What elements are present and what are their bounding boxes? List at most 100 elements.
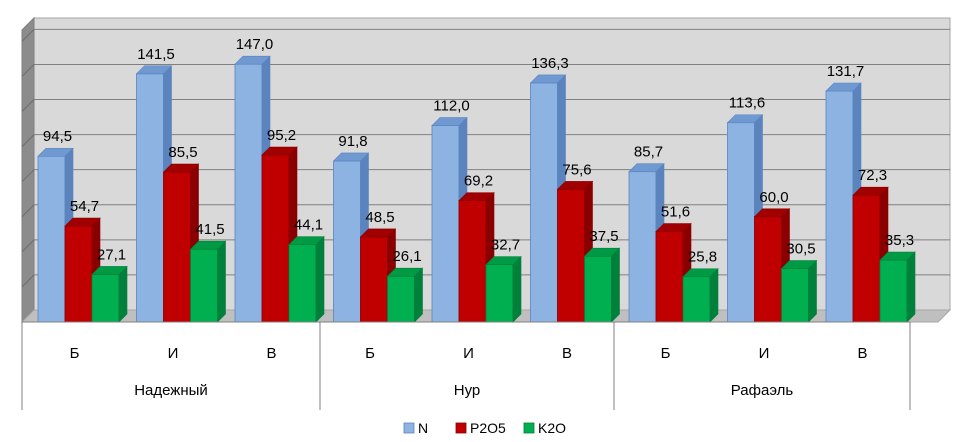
bar-top xyxy=(852,186,889,196)
bar-top xyxy=(91,266,128,275)
bar xyxy=(780,259,818,323)
bar-side xyxy=(315,235,325,323)
data-label: 30,5 xyxy=(786,241,815,258)
data-label: 91,8 xyxy=(338,133,367,150)
data-label: 147,0 xyxy=(236,36,274,53)
bar-front xyxy=(781,268,809,323)
bar-side xyxy=(118,265,128,323)
legend-swatch xyxy=(455,422,467,434)
bar-front xyxy=(754,216,782,323)
category-axis: Б И В Надежный Б И В Нур Б И В Рафаэль xyxy=(21,321,911,410)
category-label: Б xyxy=(661,345,671,362)
bar-top xyxy=(261,146,298,156)
bar-front xyxy=(333,160,361,323)
bar-front xyxy=(628,171,657,323)
bar-top xyxy=(288,236,325,245)
data-label: 35,3 xyxy=(885,232,914,249)
data-label: 25,8 xyxy=(688,249,717,266)
legend: N P2O5 K2O xyxy=(403,420,566,436)
bar-top xyxy=(655,223,692,232)
bar xyxy=(288,235,325,323)
gridline-side xyxy=(21,239,35,253)
bar-top xyxy=(726,114,764,124)
data-label: 26,1 xyxy=(392,248,421,265)
bar-side xyxy=(611,247,620,323)
bar-front xyxy=(485,264,514,323)
bar-top xyxy=(332,152,370,162)
bar-top xyxy=(458,192,495,201)
bar-side xyxy=(808,259,817,323)
bar-front xyxy=(530,82,558,323)
bar-front xyxy=(234,63,263,323)
bar-top xyxy=(386,267,424,277)
legend-swatch xyxy=(403,422,415,434)
gridline-side xyxy=(21,134,35,147)
bar-front xyxy=(64,225,93,323)
data-label: 54,7 xyxy=(70,198,99,215)
data-label: 75,6 xyxy=(562,161,591,178)
bar-front xyxy=(387,275,415,323)
bar-front xyxy=(37,155,66,323)
gridline-side xyxy=(21,274,35,288)
data-label: 95,2 xyxy=(267,127,296,144)
bar-top xyxy=(135,65,173,75)
category-label: Б xyxy=(70,345,80,362)
bar-side xyxy=(217,240,226,323)
bar xyxy=(879,251,916,323)
bar-top xyxy=(189,240,227,250)
data-label: 60,0 xyxy=(759,189,788,206)
data-label: 141,5 xyxy=(137,46,175,63)
bar xyxy=(386,267,424,323)
bar-front xyxy=(190,248,218,323)
bar-top xyxy=(583,247,621,257)
bar-top xyxy=(682,268,719,278)
bar-top xyxy=(162,163,200,173)
bar-top xyxy=(780,260,818,269)
legend-label: P2O5 xyxy=(470,420,506,436)
bar xyxy=(529,74,567,323)
data-labels: 94,5 54,7 27,1 141,5 85,5 41,5 147,0 95,2 44,1 91… xyxy=(43,36,914,266)
data-label: 113,6 xyxy=(729,95,765,112)
data-label: 85,7 xyxy=(634,144,663,161)
bar-front xyxy=(288,244,317,323)
legend-label: K2O xyxy=(538,420,566,436)
data-label: 85,5 xyxy=(168,144,197,161)
category-label: И xyxy=(168,345,179,362)
gridline-side xyxy=(21,64,35,77)
data-label: 131,7 xyxy=(827,63,865,80)
bar xyxy=(485,255,522,323)
bar xyxy=(583,247,621,323)
bar-top xyxy=(825,82,862,92)
data-label: 27,1 xyxy=(97,246,126,263)
data-label: 94,5 xyxy=(43,128,72,145)
bars xyxy=(37,55,916,323)
gridline-side xyxy=(21,29,35,42)
bar-side xyxy=(512,255,522,323)
category-label: И xyxy=(463,345,474,362)
data-label: 37,5 xyxy=(589,228,618,245)
bar xyxy=(682,268,719,323)
group-label: Нур xyxy=(454,382,481,399)
bar-top xyxy=(628,163,665,172)
data-label: 51,6 xyxy=(661,203,690,220)
category-label: В xyxy=(266,345,276,362)
data-label: 136,3 xyxy=(531,55,569,72)
bar-top xyxy=(485,256,522,265)
legend-swatch xyxy=(523,422,535,434)
bar-front xyxy=(852,194,881,323)
group-label: Рафаэль xyxy=(731,382,794,399)
bar-top xyxy=(431,117,468,126)
category-label: Б xyxy=(365,345,375,362)
data-label: 41,5 xyxy=(195,221,224,238)
data-label: 32,7 xyxy=(491,237,520,254)
bar-front xyxy=(682,276,711,323)
bar-side xyxy=(709,268,719,323)
bar-top xyxy=(753,208,791,218)
gridline-side xyxy=(21,99,35,112)
gridline-side xyxy=(21,204,35,218)
bar-front xyxy=(584,255,612,323)
bar xyxy=(332,152,370,323)
gridline-side xyxy=(21,169,35,183)
data-label: 44,1 xyxy=(294,217,323,234)
